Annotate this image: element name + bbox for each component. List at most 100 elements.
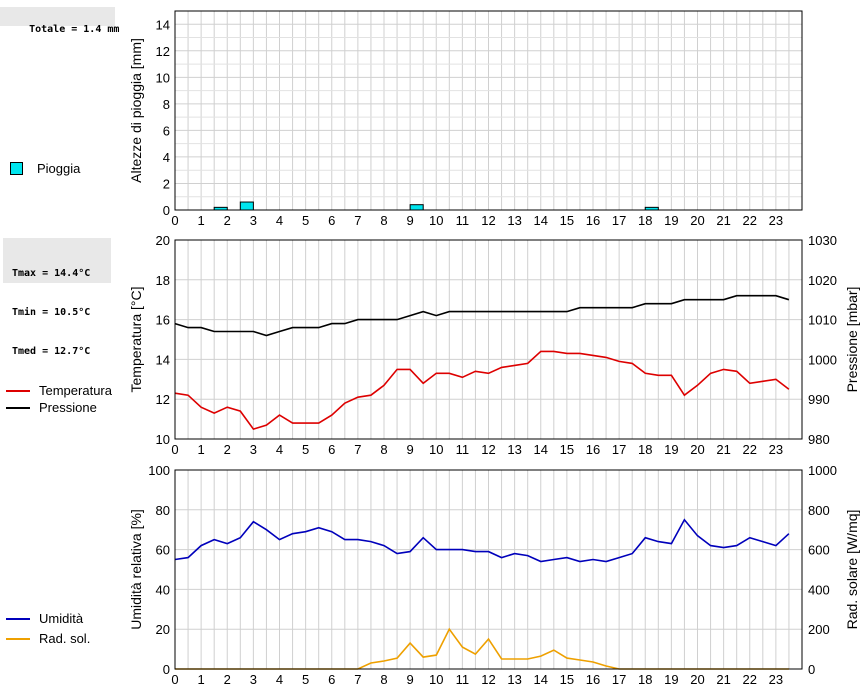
y-axis-label: Umidità relativa [%] — [128, 509, 144, 630]
x-tick-label: 3 — [250, 213, 257, 228]
x-tick-label: 19 — [664, 672, 678, 687]
x-tick-label: 6 — [328, 442, 335, 457]
y2-tick-label: 800 — [808, 503, 830, 518]
rain-bar — [239, 201, 254, 211]
x-tick-label: 13 — [507, 672, 521, 687]
y2-axis-label: Rad. solare [W/mq] — [844, 510, 860, 630]
y-axis-label: Altezze di pioggia [mm] — [128, 38, 144, 183]
x-tick-label: 16 — [586, 213, 600, 228]
legend-rain-label: Pioggia — [37, 161, 81, 176]
x-tick-label: 22 — [743, 442, 757, 457]
x-tick-label: 11 — [456, 213, 470, 228]
y-tick-label: 2 — [163, 176, 170, 191]
y-tick-label: 20 — [156, 233, 170, 248]
x-tick-label: 21 — [716, 672, 730, 687]
chart-panel-1 — [174, 10, 803, 211]
x-tick-label: 10 — [429, 442, 443, 457]
x-tick-label: 11 — [456, 442, 470, 457]
x-tick-label: 9 — [407, 672, 414, 687]
y2-tick-label: 600 — [808, 543, 830, 558]
x-tick-label: 23 — [769, 442, 783, 457]
legend-rain: Pioggia — [10, 161, 80, 176]
x-tick-label: 14 — [534, 442, 548, 457]
x-tick-label: 4 — [276, 442, 283, 457]
pressure-line-icon — [6, 406, 30, 409]
y-tick-label: 0 — [163, 662, 170, 677]
plot-frame — [174, 239, 803, 440]
x-tick-label: 19 — [664, 442, 678, 457]
x-tick-label: 3 — [250, 672, 257, 687]
x-tick-label: 1 — [198, 213, 205, 228]
rain-total-box: Totale = 1.4 mm — [0, 7, 119, 35]
temp-summary-box: Tmax = 14.4°C Tmin = 10.5°C Tmed = 12.7°… — [3, 238, 111, 357]
y-tick-label: 12 — [156, 44, 170, 59]
x-tick-label: 8 — [380, 442, 387, 457]
x-tick-label: 4 — [276, 213, 283, 228]
x-tick-label: 6 — [328, 213, 335, 228]
x-tick-label: 23 — [769, 672, 783, 687]
temperature-line-icon — [6, 389, 30, 392]
x-tick-label: 20 — [690, 672, 704, 687]
y-tick-label: 100 — [148, 463, 170, 478]
rain-total-text: Totale = 1.4 mm — [29, 24, 120, 35]
x-tick-label: 17 — [612, 213, 626, 228]
chart-panel-3 — [174, 469, 803, 670]
x-tick-label: 1 — [198, 442, 205, 457]
x-tick-label: 20 — [690, 213, 704, 228]
x-tick-label: 21 — [716, 213, 730, 228]
x-tick-label: 18 — [638, 672, 652, 687]
tmax-text: Tmax = 14.4°C — [12, 268, 91, 279]
x-tick-label: 2 — [224, 672, 231, 687]
legend-humidity: Umidità — [6, 611, 83, 626]
y-tick-label: 16 — [156, 313, 170, 328]
x-tick-label: 16 — [586, 442, 600, 457]
x-tick-label: 14 — [534, 213, 548, 228]
x-tick-label: 13 — [507, 213, 521, 228]
x-tick-label: 10 — [429, 213, 443, 228]
x-tick-label: 15 — [560, 672, 574, 687]
x-tick-label: 21 — [716, 442, 730, 457]
tmed-text: Tmed = 12.7°C — [12, 346, 91, 357]
y-tick-label: 4 — [163, 150, 170, 165]
legend-temperature-label: Temperatura — [39, 383, 112, 398]
y-tick-label: 6 — [163, 123, 170, 138]
x-tick-label: 5 — [302, 442, 309, 457]
x-tick-label: 9 — [407, 213, 414, 228]
x-tick-label: 0 — [171, 213, 178, 228]
y-tick-label: 60 — [156, 543, 170, 558]
y-tick-label: 20 — [156, 622, 170, 637]
x-tick-label: 0 — [171, 672, 178, 687]
y-tick-label: 10 — [156, 432, 170, 447]
x-tick-label: 17 — [612, 672, 626, 687]
x-tick-label: 18 — [638, 442, 652, 457]
y-tick-label: 18 — [156, 273, 170, 288]
x-tick-label: 22 — [743, 672, 757, 687]
y-tick-label: 14 — [156, 352, 170, 367]
radiation-line-icon — [6, 637, 30, 640]
y2-tick-label: 200 — [808, 622, 830, 637]
legend-temperature: Temperatura — [6, 383, 112, 398]
x-tick-label: 17 — [612, 442, 626, 457]
x-tick-label: 8 — [380, 672, 387, 687]
y2-tick-label: 400 — [808, 582, 830, 597]
y-tick-label: 8 — [163, 97, 170, 112]
y-tick-label: 10 — [156, 70, 170, 85]
series-line-umidit- — [174, 518, 790, 563]
series-line-rad-sol- — [175, 627, 789, 670]
legend-radiation-label: Rad. sol. — [39, 631, 91, 646]
y2-tick-label: 1030 — [808, 233, 837, 248]
humidity-line-icon — [6, 617, 30, 620]
x-tick-label: 7 — [354, 213, 361, 228]
x-tick-label: 7 — [354, 672, 361, 687]
y2-tick-label: 1010 — [808, 313, 837, 328]
series-line-temperatura — [174, 350, 790, 431]
x-tick-label: 3 — [250, 442, 257, 457]
legend-pressure-label: Pressione — [39, 400, 97, 415]
x-tick-label: 4 — [276, 672, 283, 687]
x-tick-label: 6 — [328, 672, 335, 687]
y2-tick-label: 1000 — [808, 352, 837, 367]
legend-radiation: Rad. sol. — [6, 631, 90, 646]
x-tick-label: 8 — [380, 213, 387, 228]
x-tick-label: 9 — [407, 442, 414, 457]
